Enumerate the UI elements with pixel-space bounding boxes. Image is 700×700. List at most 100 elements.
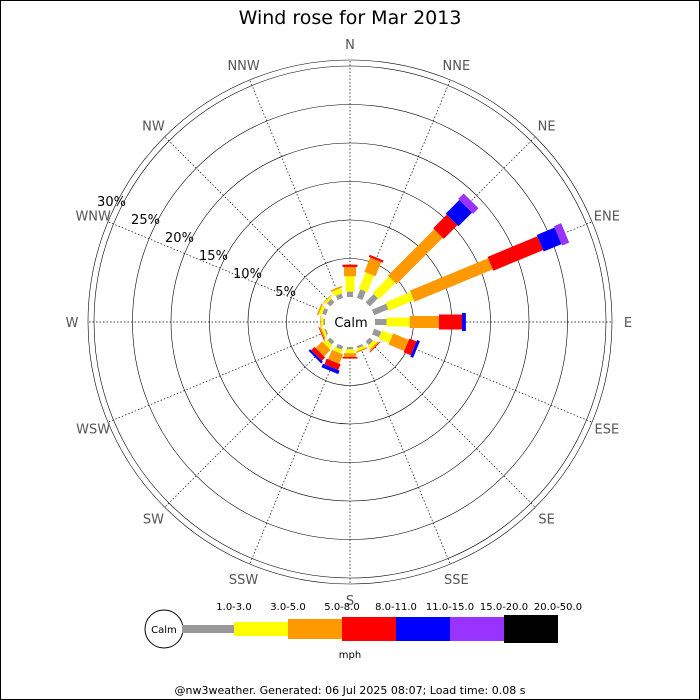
bar-ese-8.0-11.0 [403, 338, 417, 356]
bar-ese-5.0-8.0 [388, 333, 409, 351]
legend-swatch-11.0-15.0 [396, 617, 450, 641]
bar-ssw-3.0-5.0 [333, 346, 344, 354]
bar-ese-1.0-3.0 [371, 328, 382, 338]
legend-label-3.0-5.0: 3.0-5.0 [270, 602, 305, 613]
bar-wnw-1.0-3.0 [322, 308, 329, 316]
bar-wsw-3.0-5.0 [321, 327, 328, 338]
ring-label-30: 30% [97, 195, 126, 210]
spoke-wnw [107, 221, 328, 313]
bar-sse-3.0-5.0 [356, 345, 366, 352]
bar-ene-5.0-8.0 [409, 258, 493, 302]
direction-label-ene: ENE [594, 210, 620, 225]
bar-sw-5.0-8.0 [315, 341, 331, 357]
legend-swatch-5.0-8.0 [288, 619, 342, 639]
spoke-nnw [249, 79, 341, 300]
bar-ssw-5.0-8.0 [328, 349, 344, 364]
bar-sw-1.0-3.0 [327, 337, 335, 345]
bar-nne-5.0-8.0 [364, 257, 382, 277]
bar-nnw-3.0-5.0 [332, 287, 343, 297]
legend-label-1.0-3.0: 1.0-3.0 [216, 602, 251, 613]
bar-nne-3.0-5.0 [358, 272, 375, 293]
ring-labels: 5% 10% 15% 20% 25% 30% [97, 195, 296, 300]
direction-label-ese: ESE [594, 422, 619, 437]
legend-label-5.0-8.0: 5.0-8.0 [324, 602, 359, 613]
legend-label-11.0-15.0: 11.0-15.0 [426, 602, 474, 613]
direction-label-nnw: NNW [227, 59, 259, 74]
bar-sse-5.0-8.0 [355, 347, 368, 354]
bar-wnw-5.0-8.0 [316, 303, 323, 316]
bar-wsw-1.0-3.0 [324, 328, 329, 335]
bar-ne-11.0-15.0 [445, 199, 473, 227]
direction-label-w: W [66, 316, 79, 331]
bar-nw-5.0-8.0 [322, 294, 332, 304]
bar-ne-15.0-20.0 [458, 193, 479, 214]
legend-label-15.0-20.0: 15.0-20.0 [480, 602, 528, 613]
calm-center: Calm [327, 299, 373, 345]
ring-label-25: 25% [131, 213, 160, 228]
bar-nne-1.0-3.0 [356, 289, 366, 301]
bar-ne-1.0-3.0 [365, 294, 378, 307]
direction-label-s: S [346, 594, 354, 609]
bar-ene-3.0-5.0 [385, 292, 414, 311]
legend-swatch-15.0-20.0 [450, 617, 504, 641]
direction-label-nw: NW [142, 119, 165, 134]
bar-nne-8.0-11.0 [368, 254, 384, 263]
legend-swatch-3.0-5.0 [234, 622, 288, 636]
bar-nnw-5.0-8.0 [330, 285, 343, 292]
bar-ne-3.0-5.0 [372, 276, 396, 300]
spoke-se [367, 339, 536, 508]
bar-wnw-3.0-5.0 [318, 305, 326, 316]
bar-ene-8.0-11.0 [487, 236, 544, 271]
spoke-wsw [107, 331, 328, 423]
bar-ene-11.0-15.0 [536, 227, 562, 252]
bar-ssw-11.0-15.0 [321, 363, 340, 375]
legend-swatch-8.0-11.0 [342, 617, 396, 641]
calm-circle [327, 299, 373, 345]
direction-label-sse: SSE [444, 573, 469, 588]
bar-nw-3.0-5.0 [324, 296, 333, 305]
spoke-ssw [249, 344, 341, 565]
direction-label-se: SE [538, 513, 554, 528]
direction-label-n: N [345, 38, 355, 53]
bar-ene-15.0-20.0 [554, 223, 570, 246]
bar-se-3.0-5.0 [367, 339, 377, 349]
bar-ne-8.0-11.0 [433, 214, 458, 239]
bar-ene-1.0-3.0 [371, 303, 389, 316]
direction-label-ssw: SSW [229, 573, 259, 588]
bar-ese-11.0-15.0 [410, 340, 420, 358]
bar-nnw-1.0-3.0 [335, 293, 344, 301]
bar-sw-3.0-5.0 [323, 339, 333, 349]
bar-wsw-5.0-8.0 [319, 327, 326, 340]
direction-label-wsw: WSW [76, 422, 110, 437]
legend-swatch-20.0-50.0 [504, 615, 558, 643]
spoke-sse [359, 344, 451, 565]
spoke-nw [164, 136, 333, 305]
footer-text: @nw3weather. Generated: 06 Jul 2025 08:0… [175, 684, 526, 697]
chart-title: Wind rose for Mar 2013 [239, 7, 462, 29]
ring-label-5: 5% [275, 285, 296, 300]
direction-label-wnw: WNW [75, 210, 111, 225]
bar-ssw-1.0-3.0 [336, 343, 344, 350]
direction-label-sw: SW [143, 513, 164, 528]
legend-label-8.0-11.0: 8.0-11.0 [375, 602, 417, 613]
legend-label-20.0-50.0: 20.0-50.0 [534, 602, 582, 613]
direction-label-nne: NNE [443, 59, 471, 74]
ring-label-15: 15% [199, 249, 228, 264]
bar-se-8.0-11.0 [369, 341, 381, 353]
grid-ring-outer [87, 59, 613, 585]
ring-label-10: 10% [233, 267, 262, 282]
bar-se-5.0-8.0 [369, 341, 379, 351]
ring-label-20: 20% [165, 231, 194, 246]
bar-nw-1.0-3.0 [326, 298, 335, 307]
direction-label-e: E [624, 316, 632, 331]
spoke-sw [164, 339, 333, 508]
legend-units: mph [339, 650, 361, 661]
direction-labels: N NNE NE ENE E ESE SE SSE S SSW SW WSW W WNW NW NNW [66, 38, 633, 609]
bar-ne-5.0-8.0 [387, 229, 443, 285]
bar-sse-1.0-3.0 [356, 343, 364, 349]
calm-label: Calm [334, 316, 367, 331]
direction-label-ne: NE [538, 119, 556, 134]
bar-sw-11.0-15.0 [308, 349, 323, 364]
bar-ssw-8.0-11.0 [324, 358, 341, 371]
